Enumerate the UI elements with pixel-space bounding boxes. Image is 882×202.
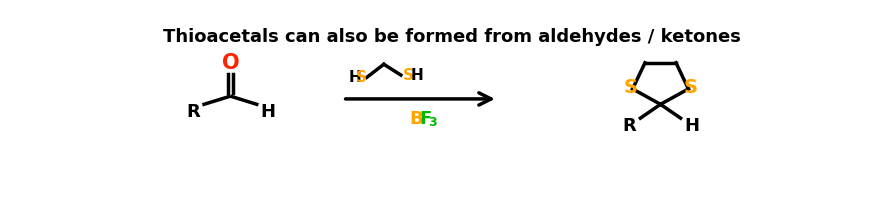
Text: S: S bbox=[402, 67, 414, 83]
Text: B: B bbox=[409, 110, 423, 128]
Text: S: S bbox=[356, 70, 367, 85]
Text: R: R bbox=[186, 103, 200, 121]
Text: S: S bbox=[624, 78, 638, 97]
Text: S: S bbox=[684, 78, 698, 97]
Text: R: R bbox=[623, 117, 637, 135]
Text: O: O bbox=[221, 53, 239, 73]
Text: H: H bbox=[411, 67, 423, 83]
Text: H: H bbox=[684, 117, 699, 135]
Text: 3: 3 bbox=[428, 116, 437, 129]
Text: H: H bbox=[260, 103, 275, 121]
Text: F: F bbox=[420, 110, 431, 128]
Text: Thioacetals can also be formed from aldehydes / ketones: Thioacetals can also be formed from alde… bbox=[163, 28, 741, 46]
Text: H: H bbox=[349, 70, 362, 85]
